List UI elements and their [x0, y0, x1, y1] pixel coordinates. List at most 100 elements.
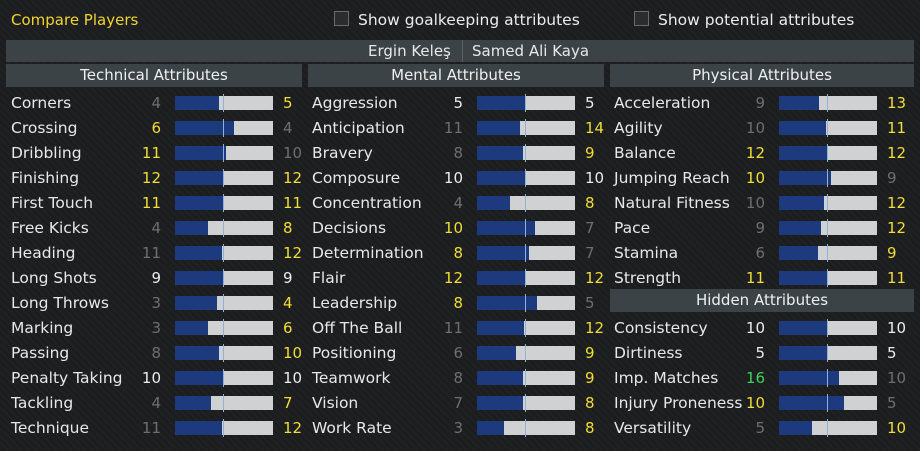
- comparison-bar: [477, 419, 575, 437]
- attribute-row[interactable]: Dirtiness 5 5: [0, 341, 920, 366]
- attribute-row[interactable]: Aggression 5 5: [0, 91, 920, 116]
- comparison-bar-fill: [779, 246, 818, 260]
- attribute-row[interactable]: Imp. Matches 16 10: [0, 366, 920, 391]
- player-2-value: 8: [585, 194, 595, 212]
- comparison-bar: [477, 294, 575, 312]
- player-1-value: 9: [755, 94, 765, 112]
- attribute-row[interactable]: Bravery 8 9: [0, 141, 920, 166]
- comparison-bar-fill: [779, 171, 831, 185]
- midline: [223, 394, 224, 412]
- comparison-bar-fill: [477, 421, 504, 435]
- attribute-row[interactable]: Jumping Reach 10 9: [0, 166, 920, 191]
- attribute-row[interactable]: Crossing 6 4: [0, 116, 920, 141]
- checkbox-icon[interactable]: [634, 10, 649, 26]
- attribute-row[interactable]: Long Throws 3 4: [0, 291, 920, 316]
- attribute-row[interactable]: Penalty Taking 10 10: [0, 366, 920, 391]
- player-1-value: 10: [745, 319, 765, 337]
- attribute-row[interactable]: Dribbling 11 10: [0, 141, 920, 166]
- player-1-value: 11: [141, 194, 161, 212]
- comparison-bar-fill: [175, 196, 224, 210]
- player-2-value: 7: [283, 394, 293, 412]
- midline: [827, 119, 828, 137]
- player-1-value: 4: [151, 219, 161, 237]
- attribute-row[interactable]: Free Kicks 4 8: [0, 216, 920, 241]
- comparison-bar: [779, 119, 877, 137]
- attribute-label: Jumping Reach: [614, 169, 730, 187]
- player-1-value: 4: [151, 94, 161, 112]
- player-1-value: 10: [141, 369, 161, 387]
- player-1-value: 6: [755, 244, 765, 262]
- player-1-name[interactable]: Ergin Keleş: [368, 42, 451, 60]
- player-1-value: 8: [453, 244, 463, 262]
- comparison-bar: [477, 94, 575, 112]
- attribute-row[interactable]: Balance 12 12: [0, 141, 920, 166]
- comparison-bar-fill: [779, 271, 828, 285]
- player-2-value: 10: [283, 369, 303, 387]
- midline: [223, 94, 224, 112]
- player-2-value: 11: [283, 194, 303, 212]
- attribute-row[interactable]: Determination 8 7: [0, 241, 920, 266]
- player-2-value: 9: [283, 269, 293, 287]
- player-2-value: 10: [585, 169, 605, 187]
- player-2-value: 4: [283, 294, 293, 312]
- attribute-row[interactable]: Positioning 6 9: [0, 341, 920, 366]
- player-1-value: 11: [443, 119, 463, 137]
- attribute-row[interactable]: Agility 10 11: [0, 116, 920, 141]
- physical-header: Physical Attributes: [610, 64, 914, 87]
- attribute-row[interactable]: Corners 4 5: [0, 91, 920, 116]
- hidden-header: Hidden Attributes: [610, 289, 914, 312]
- attribute-row[interactable]: Finishing 12 12: [0, 166, 920, 191]
- player-1-value: 11: [141, 244, 161, 262]
- comparison-bar-fill: [175, 321, 208, 335]
- show-goalkeeping-checkbox[interactable]: Show goalkeeping attributes: [334, 10, 580, 29]
- midline: [827, 194, 828, 212]
- player-2-value: 12: [887, 144, 907, 162]
- comparison-bar: [477, 219, 575, 237]
- attribute-row[interactable]: Passing 8 10: [0, 341, 920, 366]
- attribute-label: Long Shots: [11, 269, 97, 287]
- attribute-row[interactable]: Consistency 10 10: [0, 316, 920, 341]
- attribute-label: Agility: [614, 119, 663, 137]
- comparison-bar: [779, 169, 877, 187]
- attribute-row[interactable]: Technique 11 12: [0, 416, 920, 441]
- show-potential-checkbox[interactable]: Show potential attributes: [634, 10, 854, 29]
- attribute-row[interactable]: Leadership 8 5: [0, 291, 920, 316]
- midline: [827, 219, 828, 237]
- attribute-row[interactable]: Stamina 6 9: [0, 241, 920, 266]
- attribute-row[interactable]: Vision 7 8: [0, 391, 920, 416]
- player-1-value: 4: [151, 394, 161, 412]
- attribute-row[interactable]: Off The Ball 11 12: [0, 316, 920, 341]
- attribute-row[interactable]: Work Rate 3 8: [0, 416, 920, 441]
- player-1-value: 5: [755, 419, 765, 437]
- attribute-row[interactable]: Decisions 10 7: [0, 216, 920, 241]
- attribute-row[interactable]: Pace 9 12: [0, 216, 920, 241]
- attribute-row[interactable]: Concentration 4 8: [0, 191, 920, 216]
- attribute-label: Composure: [312, 169, 401, 187]
- attribute-row[interactable]: Versatility 5 10: [0, 416, 920, 441]
- attribute-row[interactable]: Flair 12 12: [0, 266, 920, 291]
- comparison-bar: [175, 244, 273, 262]
- comparison-bar: [477, 369, 575, 387]
- midline: [525, 319, 526, 337]
- attribute-row[interactable]: Tackling 4 7: [0, 391, 920, 416]
- comparison-bar-fill: [477, 371, 523, 385]
- attribute-row[interactable]: Injury Proneness 10 5: [0, 391, 920, 416]
- attribute-row[interactable]: Natural Fitness 10 12: [0, 191, 920, 216]
- attribute-label: Concentration: [312, 194, 422, 212]
- attribute-row[interactable]: Strength 11 11: [0, 266, 920, 291]
- midline: [223, 219, 224, 237]
- attribute-row[interactable]: Heading 11 12: [0, 241, 920, 266]
- player-names-bar: Ergin Keleş Samed Ali Kaya: [6, 40, 914, 62]
- attribute-row[interactable]: First Touch 11 11: [0, 191, 920, 216]
- attribute-row[interactable]: Marking 3 6: [0, 316, 920, 341]
- attribute-row[interactable]: Composure 10 10: [0, 166, 920, 191]
- attribute-row[interactable]: Teamwork 8 9: [0, 366, 920, 391]
- checkbox-icon[interactable]: [334, 10, 349, 26]
- player-2-name[interactable]: Samed Ali Kaya: [472, 42, 590, 60]
- comparison-bar: [175, 119, 273, 137]
- attribute-row[interactable]: Acceleration 9 13: [0, 91, 920, 116]
- attribute-row[interactable]: Long Shots 9 9: [0, 266, 920, 291]
- attribute-row[interactable]: Anticipation 11 14: [0, 116, 920, 141]
- comparison-bar: [779, 244, 877, 262]
- midline: [223, 244, 224, 262]
